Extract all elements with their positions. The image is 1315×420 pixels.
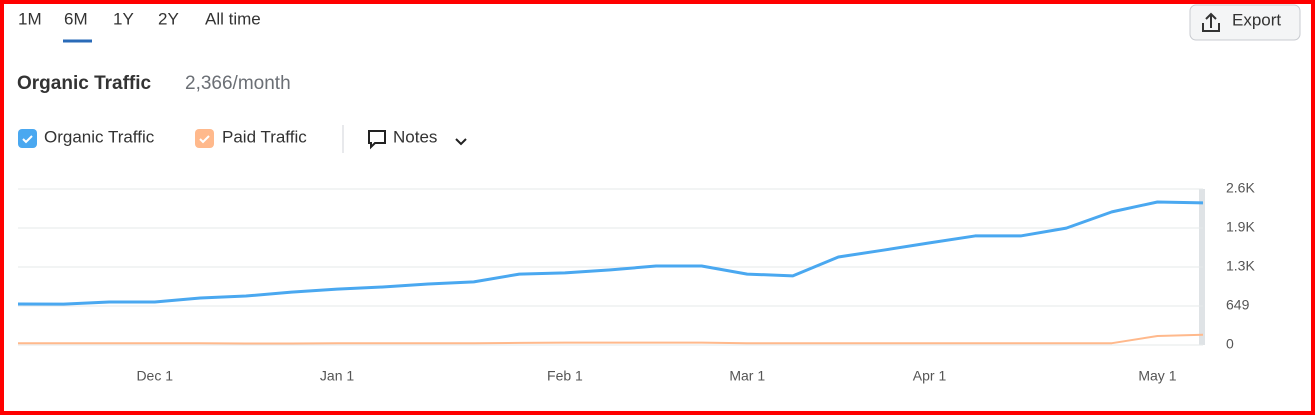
legend-label[interactable]: Paid Traffic (222, 127, 307, 146)
series-line (18, 333, 1204, 345)
export-label[interactable]: Export (1232, 10, 1281, 29)
x-tick-label: Feb 1 (547, 368, 583, 384)
legend-checkbox[interactable] (18, 129, 37, 148)
period-tab[interactable]: 1M (18, 9, 42, 28)
chart-title: Organic Traffic (17, 73, 152, 94)
notes-label[interactable]: Notes (393, 127, 437, 146)
x-tick-label: Jan 1 (320, 368, 354, 384)
period-tab[interactable]: 6M (64, 9, 88, 28)
x-tick-label: Mar 1 (729, 368, 765, 384)
y-tick-label: 0 (1226, 336, 1234, 352)
period-tab[interactable]: 1Y (113, 9, 134, 28)
x-tick-label: May 1 (1138, 368, 1176, 384)
notes-chevron (455, 138, 467, 146)
period-tab[interactable]: All time (205, 9, 261, 28)
y-tick-label: 1.3K (1226, 258, 1255, 274)
legend-label[interactable]: Organic Traffic (44, 127, 155, 146)
y-tick-label: 2.6K (1226, 180, 1255, 196)
y-tick-label: 1.9K (1226, 219, 1255, 235)
chart-subtitle: 2,366/month (185, 73, 291, 94)
legend-checkbox[interactable] (195, 129, 214, 148)
x-tick-label: Apr 1 (913, 368, 947, 384)
y-tick-label: 649 (1226, 297, 1250, 313)
legend-check (22, 135, 33, 144)
notes-icon (368, 130, 386, 150)
export-icon (1202, 12, 1220, 32)
legend-check (199, 135, 210, 144)
series-line (17, 200, 1204, 306)
period-tab[interactable]: 2Y (158, 9, 179, 28)
x-tick-label: Dec 1 (136, 368, 173, 384)
